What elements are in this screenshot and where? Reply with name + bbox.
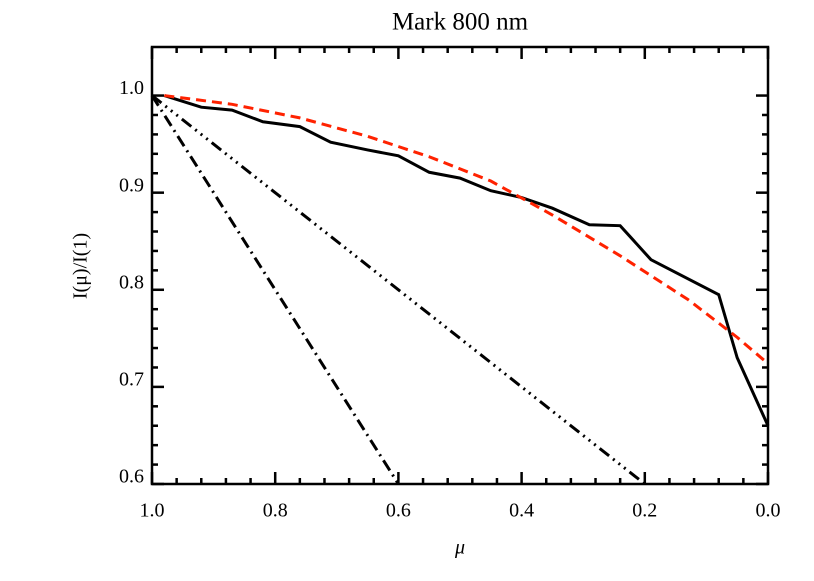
plot-frame <box>150 45 770 486</box>
y-tick-label: 1.0 <box>119 77 144 99</box>
line-series <box>164 94 769 365</box>
x-axis-label: μ <box>454 537 465 559</box>
y-tick-label: 0.8 <box>119 271 144 293</box>
y-tick-label: 0.9 <box>119 174 144 196</box>
x-tick-label: 0.8 <box>263 500 288 522</box>
line-series <box>151 94 646 486</box>
x-tick-label: 0.6 <box>386 500 411 522</box>
y-tick-label: 0.6 <box>119 466 144 488</box>
line-series <box>150 94 400 485</box>
x-tick-label: 0.0 <box>756 500 781 522</box>
line-series <box>163 94 770 427</box>
y-tick-label: 0.7 <box>119 368 144 390</box>
y-axis-label: I(μ)/I(1) <box>70 233 92 299</box>
chart-title: Mark 800 nm <box>392 9 529 36</box>
x-tick-label: 1.0 <box>140 500 165 522</box>
x-tick-label: 0.2 <box>632 500 657 522</box>
x-tick-label: 0.4 <box>509 500 534 522</box>
